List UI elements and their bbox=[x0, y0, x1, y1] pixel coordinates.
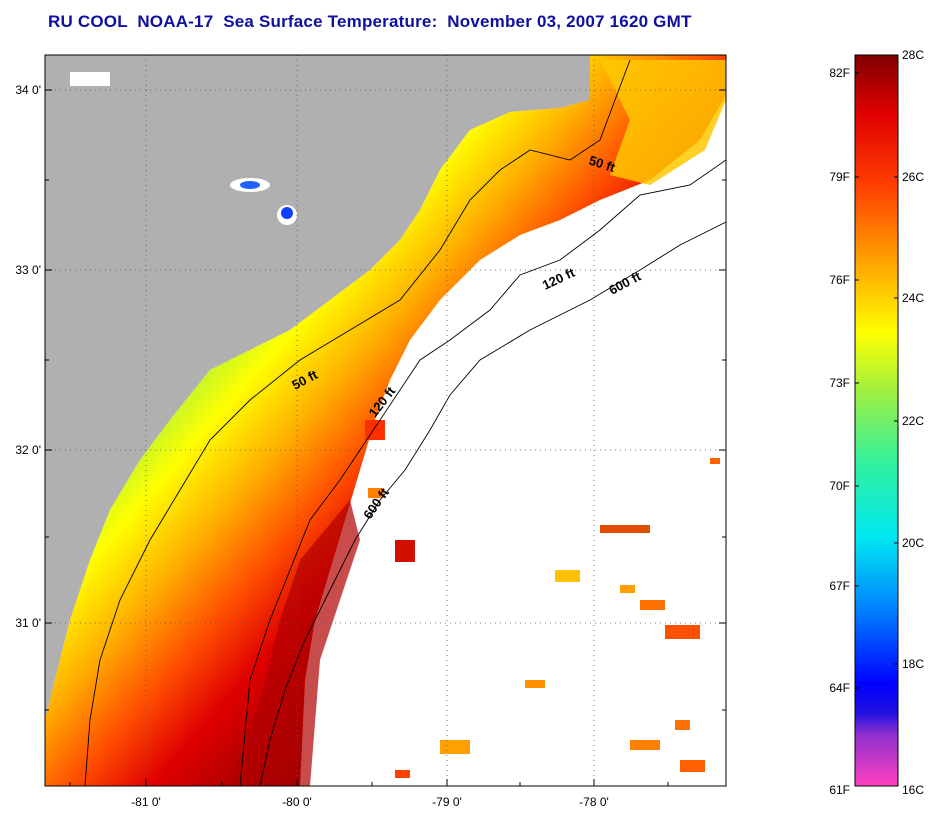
colorbar-c-28: 28C bbox=[902, 48, 924, 62]
lon-label-80: -80 0' bbox=[282, 795, 312, 809]
colorbar-c-16: 16C bbox=[902, 783, 924, 797]
map-area: 50 ft 120 ft 600 ft 50 ft 120 ft 600 ft bbox=[45, 55, 726, 786]
sst-ocean-band bbox=[45, 55, 726, 786]
lon-label-79: -79 0' bbox=[432, 795, 462, 809]
colorbar-c-24: 24C bbox=[902, 291, 924, 305]
colorbar-f-67: 67F bbox=[829, 579, 850, 593]
lon-label-81: -81 0' bbox=[131, 795, 161, 809]
lat-label-33: 33 0' bbox=[15, 263, 41, 277]
lat-label-32: 32 0' bbox=[15, 443, 41, 457]
contour-line-50ft bbox=[84, 59, 631, 786]
lat-label-31: 31 0' bbox=[15, 616, 41, 630]
colorbar-f-76: 76F bbox=[829, 273, 850, 287]
colorbar-c-18: 18C bbox=[902, 657, 924, 671]
temperature-colorbar bbox=[854, 54, 899, 787]
lat-lon-grid bbox=[45, 55, 726, 786]
colorbar-c-26: 26C bbox=[902, 170, 924, 184]
offshore-data-patches bbox=[365, 420, 720, 778]
colorbar-f-82: 82F bbox=[829, 66, 850, 80]
colorbar-f-73: 73F bbox=[829, 376, 850, 390]
axis-ticks bbox=[45, 89, 726, 786]
contour-line-120ft bbox=[239, 159, 726, 786]
land-region bbox=[45, 55, 590, 720]
colorbar-c-20: 20C bbox=[902, 536, 924, 550]
map-title: RU COOL NOAA-17 Sea Surface Temperature:… bbox=[48, 12, 692, 31]
contour-line-600ft bbox=[259, 221, 726, 786]
warm-patch-gulfstream bbox=[230, 500, 360, 786]
warm-patch-north bbox=[600, 60, 726, 185]
colorbar-c-22: 22C bbox=[902, 414, 924, 428]
colorbar-f-61: 61F bbox=[829, 783, 850, 797]
colorbar-ticks bbox=[855, 54, 898, 689]
colorbar-f-70: 70F bbox=[829, 479, 850, 493]
map-frame bbox=[44, 54, 727, 787]
colorbar-f-64: 64F bbox=[829, 681, 850, 695]
colorbar-f-79: 79F bbox=[829, 170, 850, 184]
inland-lakes bbox=[70, 72, 297, 225]
lon-label-78: -78 0' bbox=[579, 795, 609, 809]
lat-label-34: 34 0' bbox=[15, 83, 41, 97]
